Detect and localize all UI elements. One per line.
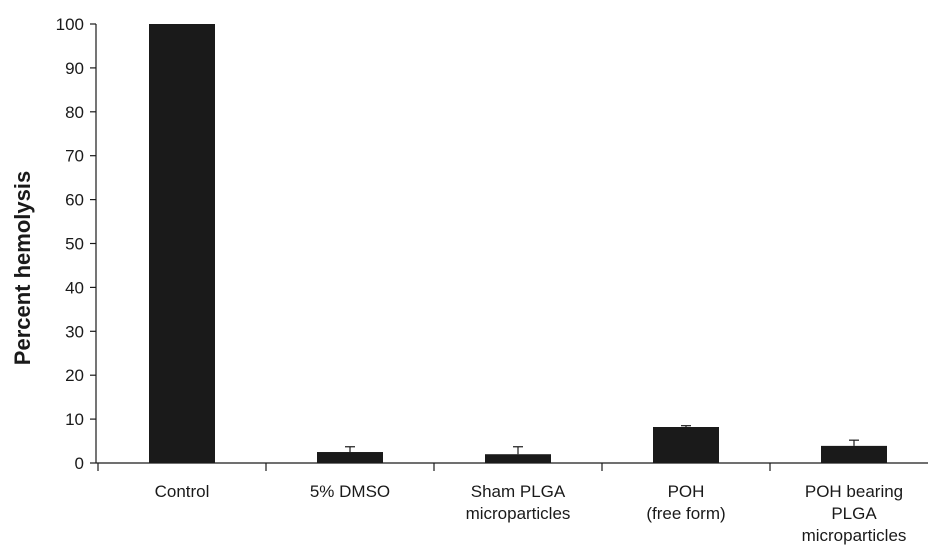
bar (149, 24, 215, 463)
category-label: Sham PLGA (471, 482, 566, 501)
category-label: PLGA (831, 504, 877, 523)
category-label: microparticles (802, 526, 907, 545)
category-label: POH (668, 482, 705, 501)
bar (821, 445, 887, 463)
y-tick-label: 10 (65, 410, 84, 429)
category-label: POH bearing (805, 482, 903, 501)
y-tick-label: 20 (65, 366, 84, 385)
y-tick-label: 70 (65, 147, 84, 166)
bar (653, 427, 719, 463)
y-tick-label: 100 (56, 15, 84, 34)
category-label: (free form) (646, 504, 725, 523)
bar (317, 452, 383, 463)
y-axis-title: Percent hemolysis (10, 171, 35, 365)
category-label: 5% DMSO (310, 482, 390, 501)
category-label: Control (155, 482, 210, 501)
y-tick-label: 30 (65, 322, 84, 341)
y-tick-label: 60 (65, 191, 84, 210)
y-tick-label: 50 (65, 235, 84, 254)
category-label: microparticles (466, 504, 571, 523)
y-tick-label: 80 (65, 103, 84, 122)
y-tick-label: 40 (65, 278, 84, 297)
y-tick-label: 0 (75, 454, 84, 473)
y-tick-label: 90 (65, 59, 84, 78)
bar (485, 454, 551, 463)
